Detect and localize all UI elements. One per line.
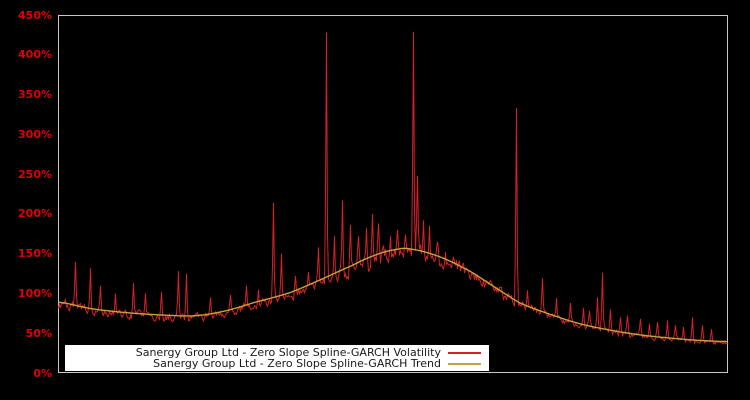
plot-frame (58, 15, 728, 373)
y-axis-tick-label: 400% (18, 48, 52, 62)
y-axis-tick-label: 250% (18, 167, 52, 181)
y-axis-tick-label: 200% (18, 207, 52, 221)
y-axis-tick-label: 350% (18, 88, 52, 102)
legend-label-volatility: Sanergy Group Ltd - Zero Slope Spline-GA… (135, 346, 441, 359)
y-axis-tick-label: 100% (18, 286, 52, 300)
legend-line-swatch-volatility (448, 351, 481, 354)
y-axis-tick-label: 50% (25, 326, 52, 340)
legend-row-trend: Sanergy Group Ltd - Zero Slope Spline-GA… (69, 358, 481, 369)
y-axis-tick-label: 450% (18, 8, 52, 22)
legend: Sanergy Group Ltd - Zero Slope Spline-GA… (65, 345, 489, 371)
legend-label-trend: Sanergy Group Ltd - Zero Slope Spline-GA… (153, 357, 441, 370)
legend-line-swatch-trend (448, 362, 481, 365)
y-axis-tick-label: 150% (18, 247, 52, 261)
trend-series (58, 247, 728, 343)
y-axis-tick-label: 300% (18, 127, 52, 141)
y-axis-tick-label: 0% (33, 366, 52, 380)
legend-row-volatility: Sanergy Group Ltd - Zero Slope Spline-GA… (69, 347, 481, 358)
volatility-series (58, 31, 728, 346)
